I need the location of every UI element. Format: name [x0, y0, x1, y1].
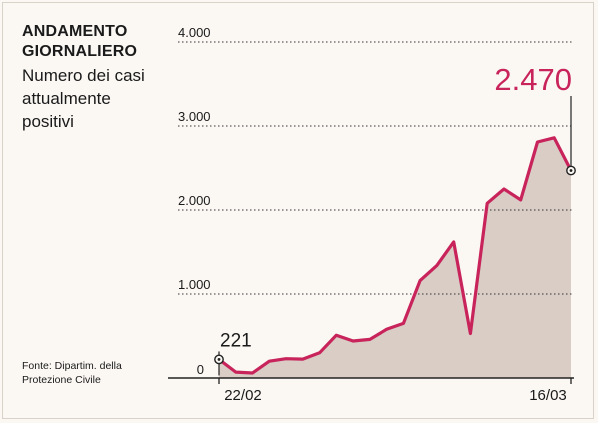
- series-line: [217, 136, 573, 375]
- annotation-marker-dot: [569, 169, 573, 172]
- y-tick-label: 2.000: [178, 193, 211, 208]
- annotation-marker-dot: [217, 358, 221, 361]
- x-tick-label: 16/03: [529, 387, 567, 404]
- y-tick-label: 4.000: [178, 25, 211, 40]
- y-tick-label: 1.000: [178, 277, 211, 292]
- chart-subtitle: Numero dei casi attualmente positivi: [22, 66, 145, 131]
- chart-title: ANDAMENTO GIORNALIERO: [22, 23, 138, 60]
- y-tick-label: 3.000: [178, 109, 211, 124]
- annotation-label-end: 2.470: [494, 62, 572, 97]
- y-tick-label: 0: [197, 362, 204, 377]
- annotation-label-start: 221: [220, 330, 252, 351]
- x-tick-label: 22/02: [224, 387, 262, 404]
- area-fill: [219, 137, 571, 378]
- chart-source: Fonte: Dipartim. della Protezione Civile: [22, 360, 122, 386]
